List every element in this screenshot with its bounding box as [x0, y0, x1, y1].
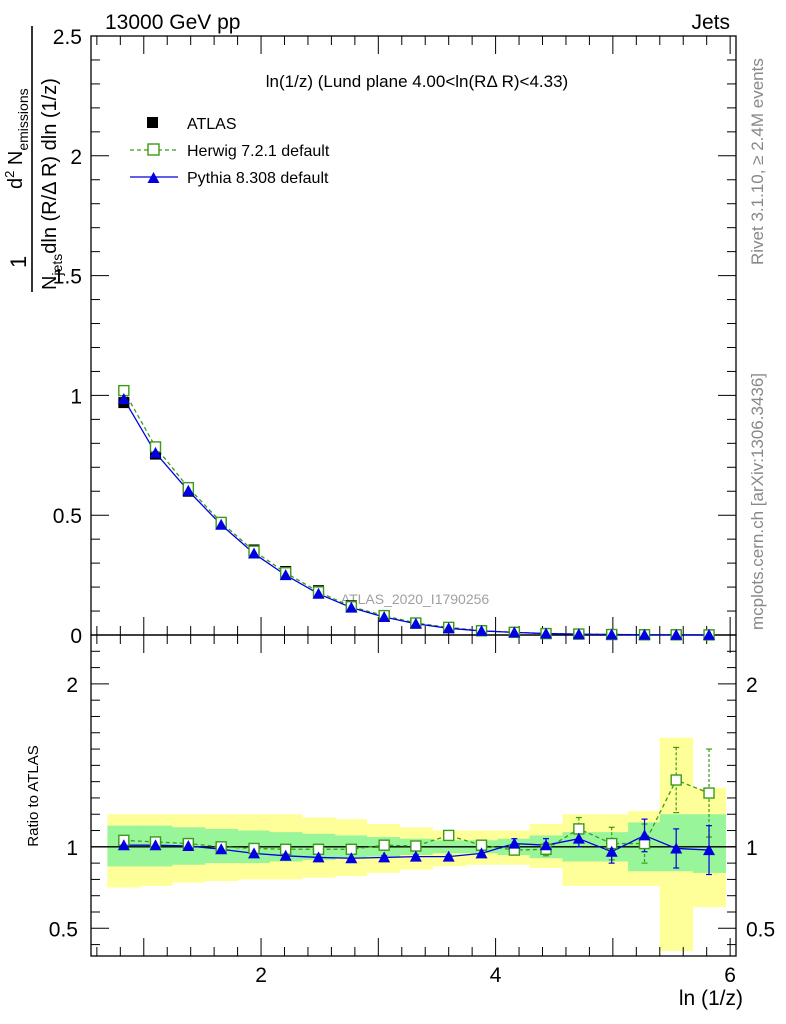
pythia-ratio-point: [279, 849, 292, 861]
pythia-main-point: [117, 392, 130, 404]
legend-label-pythia: Pythia 8.308 default: [187, 170, 329, 187]
main-y-tick-label: 1.5: [53, 266, 82, 289]
pythia-main-point: [149, 446, 162, 458]
pythia-ratio-point: [572, 832, 585, 844]
pythia-main-point: [182, 484, 195, 496]
pythia-main-point: [279, 569, 292, 581]
pythia-main-point: [572, 628, 585, 640]
herwig-ratio-point: [378, 839, 390, 851]
ratio-y-tick-label-right: 2: [746, 674, 758, 697]
pythia-ratio-point: [605, 845, 618, 857]
header-left-label: 13000 GeV pp: [105, 11, 240, 34]
main-y-tick-label: 0: [70, 625, 82, 648]
pythia-main-point: [442, 622, 455, 634]
herwig-ratio-point: [703, 787, 715, 799]
pythia-ratio-point: [409, 850, 422, 862]
pythia-ratio-point: [540, 839, 553, 851]
ratio-y-tick-label: 0.5: [49, 918, 78, 941]
legend-marker-herwig: [147, 143, 160, 156]
legend-label-herwig: Herwig 7.2.1 default: [187, 143, 330, 160]
pythia-ratio-point: [215, 843, 228, 855]
pythia-ratio-point: [703, 844, 716, 856]
legend-label-atlas: ATLAS: [187, 116, 237, 133]
pythia-main-point: [312, 587, 325, 599]
pythia-ratio-point: [475, 847, 488, 859]
ratio-y-tick-label-right: 0.5: [746, 918, 775, 941]
pythia-ratio-point: [117, 839, 130, 851]
pythia-ratio-point: [670, 842, 683, 854]
pythia-main-point: [540, 627, 553, 639]
plot-layer: 0 0.5 1 1.5 2 2.5 0.5 0.5 1 1 2 2 2 4 6: [49, 26, 775, 987]
pythia-ratio-point: [638, 829, 651, 841]
analysis-watermark: ATLAS_2020_I1790256: [341, 591, 490, 607]
pythia-ratio-point: [345, 852, 358, 864]
pythia-ratio-point: [442, 850, 455, 862]
pythia-main-point: [638, 628, 651, 640]
main-y-tick-label: 0.5: [53, 505, 82, 528]
pythia-main-point: [409, 617, 422, 629]
pythia-ratio-point: [508, 837, 521, 849]
x-tick-label: 2: [255, 964, 267, 987]
ratio-y-tick-label: 1: [66, 837, 78, 860]
pythia-ratio-point: [248, 847, 261, 859]
pythia-main-point: [475, 624, 488, 636]
herwig-ratio-point: [670, 774, 682, 786]
header-right-label: Jets: [691, 11, 730, 34]
svg-text:1: 1: [6, 256, 31, 268]
x-tick-label: 6: [724, 964, 736, 987]
main-panel-title: ln(1/z) (Lund plane 4.00<ln(RΔ R)<4.33): [266, 72, 568, 91]
herwig-ratio-point: [410, 840, 422, 852]
legend-marker-atlas: [147, 117, 158, 128]
ratio-panel-frame: [90, 634, 737, 957]
pythia-main-point: [248, 547, 261, 559]
chart-legend: ATLAS Herwig 7.2.1 default Pythia 8.308 …: [130, 116, 330, 187]
rivet-version-label: Rivet 3.1.10, ≥ 2.4M events: [748, 58, 767, 265]
herwig-ratio-point: [573, 823, 585, 835]
main-y-tick-label: 1: [70, 385, 82, 408]
ratio-y-axis-title: Ratio to ATLAS: [25, 745, 42, 846]
herwig-ratio-point: [442, 829, 455, 842]
main-y-tick-label: 2.5: [53, 26, 82, 49]
pythia-ratio-point: [378, 851, 391, 863]
pythia-main-point: [345, 601, 358, 613]
x-tick-label: 4: [490, 964, 502, 987]
pythia-main-point: [670, 628, 683, 640]
legend-marker-pythia: [147, 172, 160, 183]
mcplots-source-label: mcplots.cern.ch [arXiv:1306.3436]: [748, 373, 767, 630]
pythia-ratio-point: [312, 851, 325, 863]
svg-text:Njetsdln (R/Δ R) dln (1/z): Njetsdln (R/Δ R) dln (1/z): [39, 78, 65, 290]
ratio-y-tick-label-right: 1: [746, 837, 758, 860]
pythia-main-point: [703, 628, 716, 640]
pythia-main-point: [378, 611, 391, 623]
main-y-tick-label: 2: [70, 146, 82, 169]
pythia-main-point: [605, 628, 618, 640]
main-y-axis-title: 1 d2 Nemissions Njetsdln (R/Δ R) dln (1/…: [2, 26, 65, 292]
pythia-ratio-point: [182, 840, 195, 852]
pythia-main-point: [508, 626, 521, 638]
x-axis-title: ln (1/z): [679, 987, 743, 1010]
pythia-main-point: [215, 518, 228, 530]
svg-text:d2 Nemissions: d2 Nemissions: [2, 88, 31, 189]
pythia-ratio-point: [149, 839, 162, 851]
ratio-y-tick-label: 2: [66, 674, 78, 697]
